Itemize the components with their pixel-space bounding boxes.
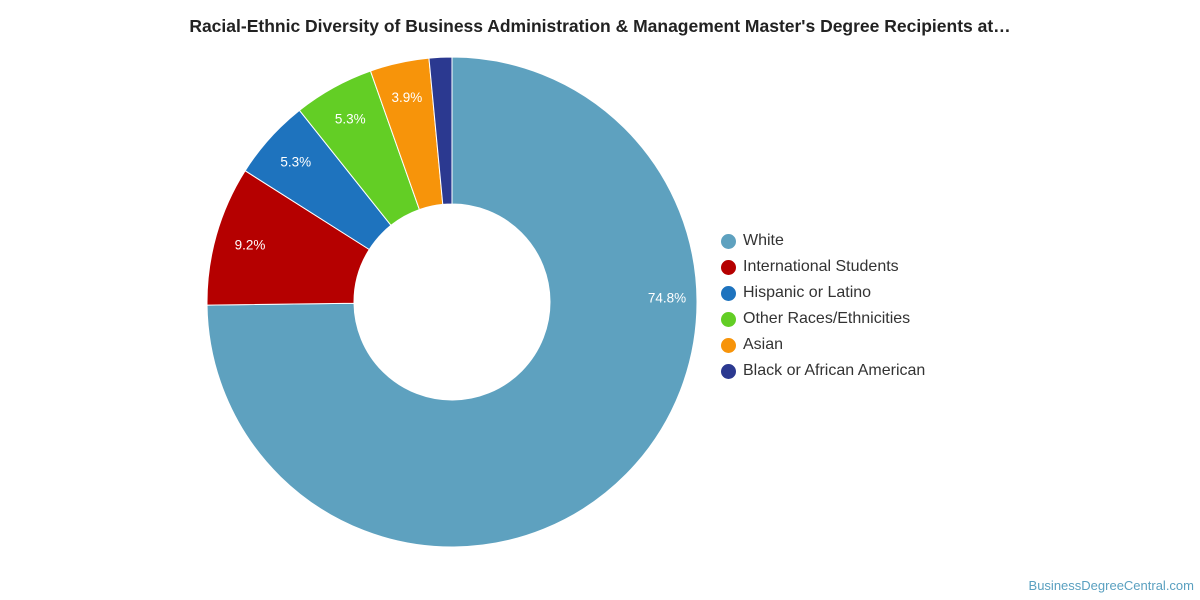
legend-label: Hispanic or Latino xyxy=(743,284,872,301)
legend-item-black-or-african-american[interactable]: Black or African American xyxy=(721,358,925,384)
legend-item-white[interactable]: White xyxy=(721,228,925,254)
legend-item-other-races-ethnicities[interactable]: Other Races/Ethnicities xyxy=(721,306,925,332)
legend-item-hispanic-or-latino[interactable]: Hispanic or Latino xyxy=(721,280,925,306)
legend-label: White xyxy=(743,232,784,249)
slice-label-hispanic-or-latino: 5.3% xyxy=(280,155,311,170)
slice-label-white: 74.8% xyxy=(648,291,686,306)
legend-swatch xyxy=(721,337,736,353)
legend-item-asian[interactable]: Asian xyxy=(721,332,925,358)
slice-label-asian: 3.9% xyxy=(391,90,422,105)
chart-title: Racial-Ethnic Diversity of Business Admi… xyxy=(189,16,1011,36)
legend: White International Students Hispanic or L… xyxy=(721,228,925,384)
legend-label: International Students xyxy=(743,258,899,275)
slice-label-other-races-ethnicities: 5.3% xyxy=(335,111,366,126)
legend-swatch xyxy=(721,285,736,301)
slice-labels: 74.8% 9.2% 5.3% 5.3% 3.9% xyxy=(235,90,687,306)
donut-slices xyxy=(206,56,698,548)
legend-swatch xyxy=(721,259,736,275)
legend-swatch xyxy=(721,363,736,379)
legend-label: Asian xyxy=(743,336,784,353)
legend-label: Other Races/Ethnicities xyxy=(743,310,911,327)
slice-white[interactable] xyxy=(206,56,698,548)
legend-label: Black or African American xyxy=(743,362,926,379)
site-credit[interactable]: BusinessDegreeCentral.com xyxy=(1028,578,1194,593)
legend-swatch xyxy=(721,311,736,327)
slice-black-or-african-american[interactable] xyxy=(428,56,453,205)
slice-label-international-students: 9.2% xyxy=(235,238,266,253)
legend-swatch xyxy=(721,233,736,249)
legend-item-international-students[interactable]: International Students xyxy=(721,254,925,280)
